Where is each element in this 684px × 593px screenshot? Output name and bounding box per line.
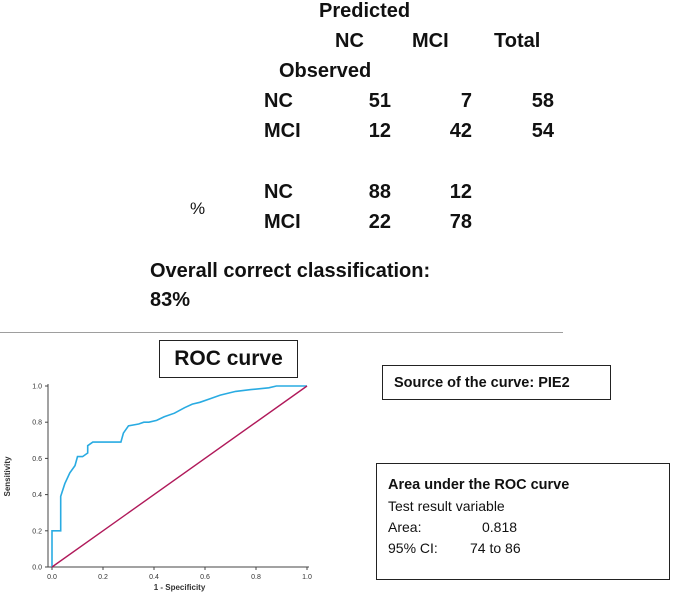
- x-tick-label: 0.2: [98, 574, 108, 581]
- row-label-mci: MCI: [264, 120, 301, 142]
- x-axis-label: 1 - Specificity: [154, 583, 206, 592]
- cell-nc-mci: 7: [460, 90, 472, 112]
- pct-row-label-nc: NC: [264, 181, 293, 203]
- auc-test-variable: Test result variable: [388, 498, 505, 514]
- x-tick-label: 0.4: [149, 574, 159, 581]
- curve-source-box: Source of the curve: PIE2: [382, 365, 611, 400]
- reference-diagonal-line: [51, 385, 308, 568]
- pct-mci-nc: 22: [368, 211, 391, 233]
- percent-symbol: %: [190, 199, 206, 218]
- pct-mci-mci: 78: [449, 211, 472, 233]
- y-tick-label: 0.8: [32, 420, 42, 427]
- y-tick-label: 0.0: [32, 565, 42, 572]
- x-tick-label: 1.0: [302, 574, 312, 581]
- overall-classification-label: Overall correct classification:: [150, 260, 431, 282]
- pct-nc-nc: 88: [368, 181, 391, 203]
- col-header-total: Total: [494, 30, 541, 52]
- cell-nc-total: 58: [531, 90, 554, 112]
- x-tick-label: 0.6: [200, 574, 210, 581]
- section-divider: [0, 332, 563, 333]
- auc-ci-label: 95% CI:: [388, 540, 438, 556]
- curve-source-text: Source of the curve: PIE2: [394, 374, 570, 391]
- row-label-nc: NC: [264, 90, 293, 112]
- roc-chart: 0.0 0.2 0.4 0.6 0.8 1.0 0.0 0.2 0.4 0.6 0.8 1.0 1 - …: [3, 384, 312, 593]
- x-tick-label: 0.0: [47, 574, 57, 581]
- y-tick-label: 0.4: [32, 492, 42, 499]
- y-tick-label: 0.6: [32, 456, 42, 463]
- cell-mci-nc: 12: [368, 120, 391, 142]
- pct-row-label-mci: MCI: [264, 211, 301, 233]
- roc-title-text: ROC curve: [174, 347, 283, 370]
- y-tick-label: 1.0: [32, 384, 42, 391]
- roc-curve-line: [51, 385, 307, 567]
- observed-header: Observed: [279, 60, 372, 82]
- cell-nc-nc: 51: [368, 90, 391, 112]
- auc-area-value: 0.818: [482, 519, 518, 535]
- predicted-header: Predicted: [319, 0, 411, 22]
- auc-area-label: Area:: [388, 519, 422, 535]
- pct-nc-mci: 12: [449, 181, 472, 203]
- auc-header: Area under the ROC curve: [388, 477, 570, 493]
- col-header-mci: MCI: [412, 30, 449, 52]
- col-header-nc: NC: [335, 30, 364, 52]
- y-tick-label: 0.2: [32, 528, 42, 535]
- auc-ci-row: 95% CI: 74 to 86: [388, 538, 669, 559]
- cell-mci-total: 54: [531, 120, 554, 142]
- x-tick-label: 0.8: [251, 574, 261, 581]
- roc-title-box: ROC curve: [159, 340, 298, 378]
- auc-info-box: Area under the ROC curve Test result var…: [376, 463, 670, 580]
- overall-classification-value: 83%: [150, 289, 191, 311]
- auc-ci-value: 74 to 86: [470, 540, 521, 556]
- auc-area-row: Area: 0.818: [388, 517, 669, 538]
- y-axis-label: Sensitivity: [3, 456, 12, 497]
- cell-mci-mci: 42: [449, 120, 472, 142]
